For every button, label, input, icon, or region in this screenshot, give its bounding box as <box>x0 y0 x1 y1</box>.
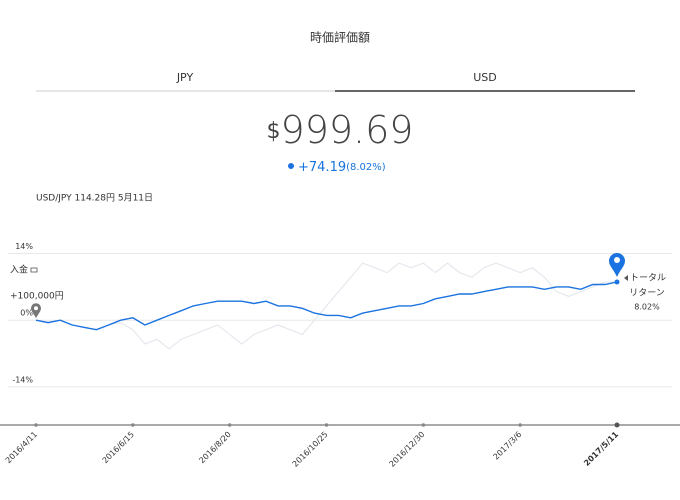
x-tick-label: 2016/12/30 <box>388 430 427 469</box>
change: +74.19(8.02%) <box>298 160 386 175</box>
series-line <box>35 281 618 331</box>
x-tick <box>421 423 426 427</box>
page-title: 時価評価額 <box>310 30 370 45</box>
pin-hole <box>614 257 620 264</box>
x-tick <box>34 423 38 427</box>
x-tick-label: 2016/10/25 <box>291 430 330 469</box>
x-tick-label: 2016/4/11 <box>4 430 39 465</box>
balance: $999.69 <box>267 108 414 152</box>
deposit-pin <box>30 303 42 319</box>
x-tick-label: 2016/6/15 <box>101 430 136 465</box>
return-value: 8.02% <box>634 303 660 312</box>
pin <box>609 253 625 278</box>
y-tick-label: -14% <box>12 375 33 384</box>
y-tick-label: 14% <box>15 242 33 251</box>
change-dot <box>288 163 294 169</box>
amount: 999.69 <box>281 108 414 152</box>
change-pct: (8.02%) <box>346 162 386 173</box>
deposit-pin-hole <box>34 306 38 311</box>
x-tick <box>131 423 135 427</box>
currency: $ <box>267 119 281 144</box>
deposit-amount: +100,000円 <box>10 291 64 302</box>
return-label: トータル <box>630 273 666 284</box>
return-arrow <box>624 275 628 282</box>
change-value: +74.19 <box>298 160 346 175</box>
x-tick-label: 2017/5/11 <box>582 430 620 468</box>
x-tick-label: 2016/8/20 <box>197 430 232 465</box>
x-tick <box>227 423 232 427</box>
fx-note: USD/JPY 114.28円 5月11日 <box>36 193 153 204</box>
series-line <box>35 262 617 350</box>
return-label: リターン <box>629 288 665 299</box>
x-tick <box>614 422 620 428</box>
end-point <box>614 279 620 285</box>
deposit-icon <box>30 267 38 273</box>
tab-usd[interactable]: USD <box>473 71 497 84</box>
y-tick-label: 0% <box>20 309 33 318</box>
x-tick <box>518 423 522 427</box>
x-tick-label: 2017/3/6 <box>492 430 524 462</box>
deposit-label: 入金 <box>10 264 28 276</box>
tab-jpy[interactable]: JPY <box>176 71 194 84</box>
chart: 14% 0% -14% 2016/4/11 2016/6/15 2016/8/20 2016… <box>0 242 680 469</box>
x-tick <box>324 423 329 427</box>
